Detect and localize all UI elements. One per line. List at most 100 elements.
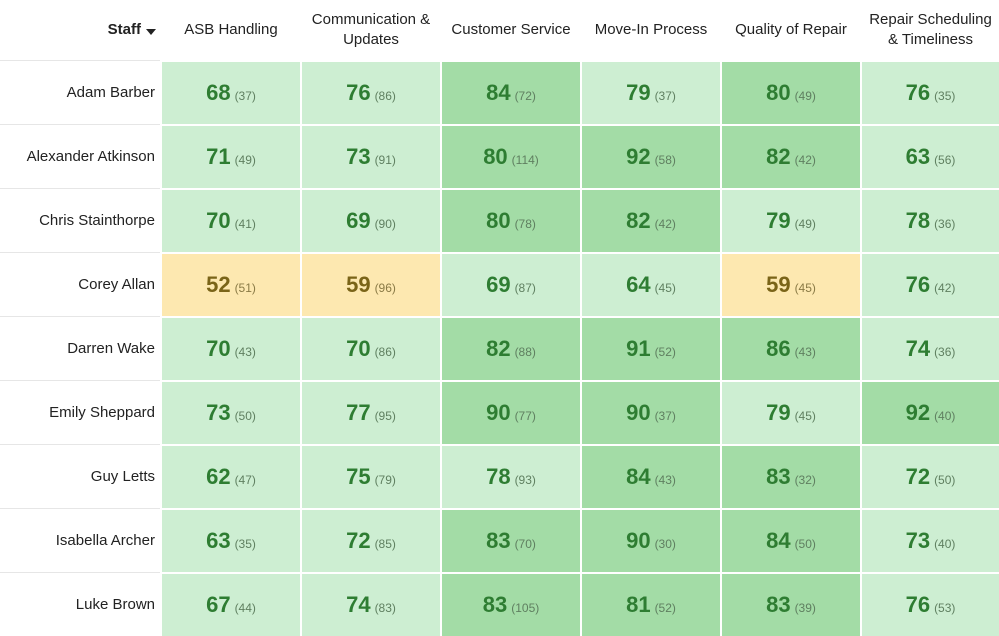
score-cell: 79 (37) [580, 60, 720, 124]
score: 72 [905, 464, 931, 489]
score-cell: 76 (42) [860, 252, 999, 316]
score: 81 [626, 592, 651, 617]
score-cell: 76 (35) [860, 60, 999, 124]
score-cell: 84 (72) [440, 60, 580, 124]
response-count: (41) [234, 217, 256, 231]
score: 90 [486, 400, 511, 425]
response-count: (37) [234, 89, 256, 103]
response-count: (95) [374, 409, 396, 423]
score-cell: 71 (49) [160, 124, 300, 188]
score: 78 [905, 208, 931, 233]
score-cell: 63 (56) [860, 124, 999, 188]
score-cell: 83 (105) [440, 572, 580, 636]
response-count: (83) [374, 601, 396, 615]
score-cell: 64 (45) [580, 252, 720, 316]
score-cell: 82 (42) [720, 124, 860, 188]
response-count: (52) [654, 601, 676, 615]
response-count: (49) [794, 89, 816, 103]
score: 69 [486, 272, 511, 297]
response-count: (37) [654, 409, 676, 423]
response-count: (87) [514, 281, 536, 295]
response-count: (49) [234, 153, 256, 167]
score: 90 [626, 528, 651, 553]
score: 52 [206, 272, 231, 297]
score: 92 [626, 144, 651, 169]
score: 79 [766, 208, 791, 233]
score-cell: 59 (45) [720, 252, 860, 316]
score: 84 [486, 80, 511, 105]
score: 77 [346, 400, 371, 425]
score: 83 [486, 528, 511, 553]
score-cell: 70 (43) [160, 316, 300, 380]
score: 74 [905, 336, 931, 361]
response-count: (40) [934, 537, 956, 551]
score-cell: 77 (95) [300, 380, 440, 444]
response-count: (52) [654, 345, 676, 359]
response-count: (58) [654, 153, 676, 167]
score: 86 [766, 336, 791, 361]
score: 84 [766, 528, 791, 553]
response-count: (36) [934, 345, 956, 359]
staff-name: Isabella Archer [0, 508, 160, 572]
score: 59 [766, 272, 791, 297]
response-count: (40) [934, 409, 956, 423]
score-cell: 70 (41) [160, 188, 300, 252]
response-count: (53) [934, 601, 956, 615]
score: 83 [766, 592, 791, 617]
response-count: (86) [374, 89, 396, 103]
score-cell: 84 (50) [720, 508, 860, 572]
score-cell: 62 (47) [160, 444, 300, 508]
score-cell: 80 (114) [440, 124, 580, 188]
sort-arrow [146, 28, 156, 35]
response-count: (42) [934, 281, 956, 295]
response-count: (47) [234, 473, 256, 487]
score: 80 [483, 144, 508, 169]
score-cell: 82 (88) [440, 316, 580, 380]
score: 73 [346, 144, 371, 169]
response-count: (72) [514, 89, 536, 103]
response-count: (114) [511, 153, 539, 167]
score-cell: 92 (58) [580, 124, 720, 188]
score-cell: 92 (40) [860, 380, 999, 444]
score: 74 [346, 592, 371, 617]
response-count: (51) [234, 281, 256, 295]
score-cell: 73 (91) [300, 124, 440, 188]
score-cell: 73 (50) [160, 380, 300, 444]
score-cell: 82 (42) [580, 188, 720, 252]
score: 90 [626, 400, 651, 425]
score-cell: 76 (86) [300, 60, 440, 124]
score: 82 [766, 144, 791, 169]
response-count: (37) [654, 89, 676, 103]
score-cell: 68 (37) [160, 60, 300, 124]
response-count: (43) [654, 473, 676, 487]
response-count: (43) [794, 345, 816, 359]
column-header: ASB Handling [160, 0, 300, 60]
response-count: (90) [374, 217, 396, 231]
score-cell: 91 (52) [580, 316, 720, 380]
score-cell: 69 (90) [300, 188, 440, 252]
score: 68 [206, 80, 231, 105]
response-count: (79) [374, 473, 396, 487]
score: 59 [346, 272, 371, 297]
response-count: (35) [234, 537, 256, 551]
score: 70 [206, 208, 231, 233]
score-cell: 79 (45) [720, 380, 860, 444]
staff-header[interactable]: Staff [0, 0, 160, 60]
score: 70 [206, 336, 231, 361]
score: 82 [486, 336, 511, 361]
score-cell: 74 (36) [860, 316, 999, 380]
score: 78 [486, 464, 511, 489]
staff-name: Luke Brown [0, 572, 160, 636]
response-count: (45) [794, 281, 816, 295]
score: 64 [626, 272, 651, 297]
response-count: (39) [794, 601, 816, 615]
score-cell: 76 (53) [860, 572, 999, 636]
header-label: Staff [107, 21, 141, 38]
score: 83 [766, 464, 791, 489]
response-count: (91) [374, 153, 396, 167]
score-cell: 52 (51) [160, 252, 300, 316]
score-cell: 83 (32) [720, 444, 860, 508]
score: 79 [766, 400, 791, 425]
